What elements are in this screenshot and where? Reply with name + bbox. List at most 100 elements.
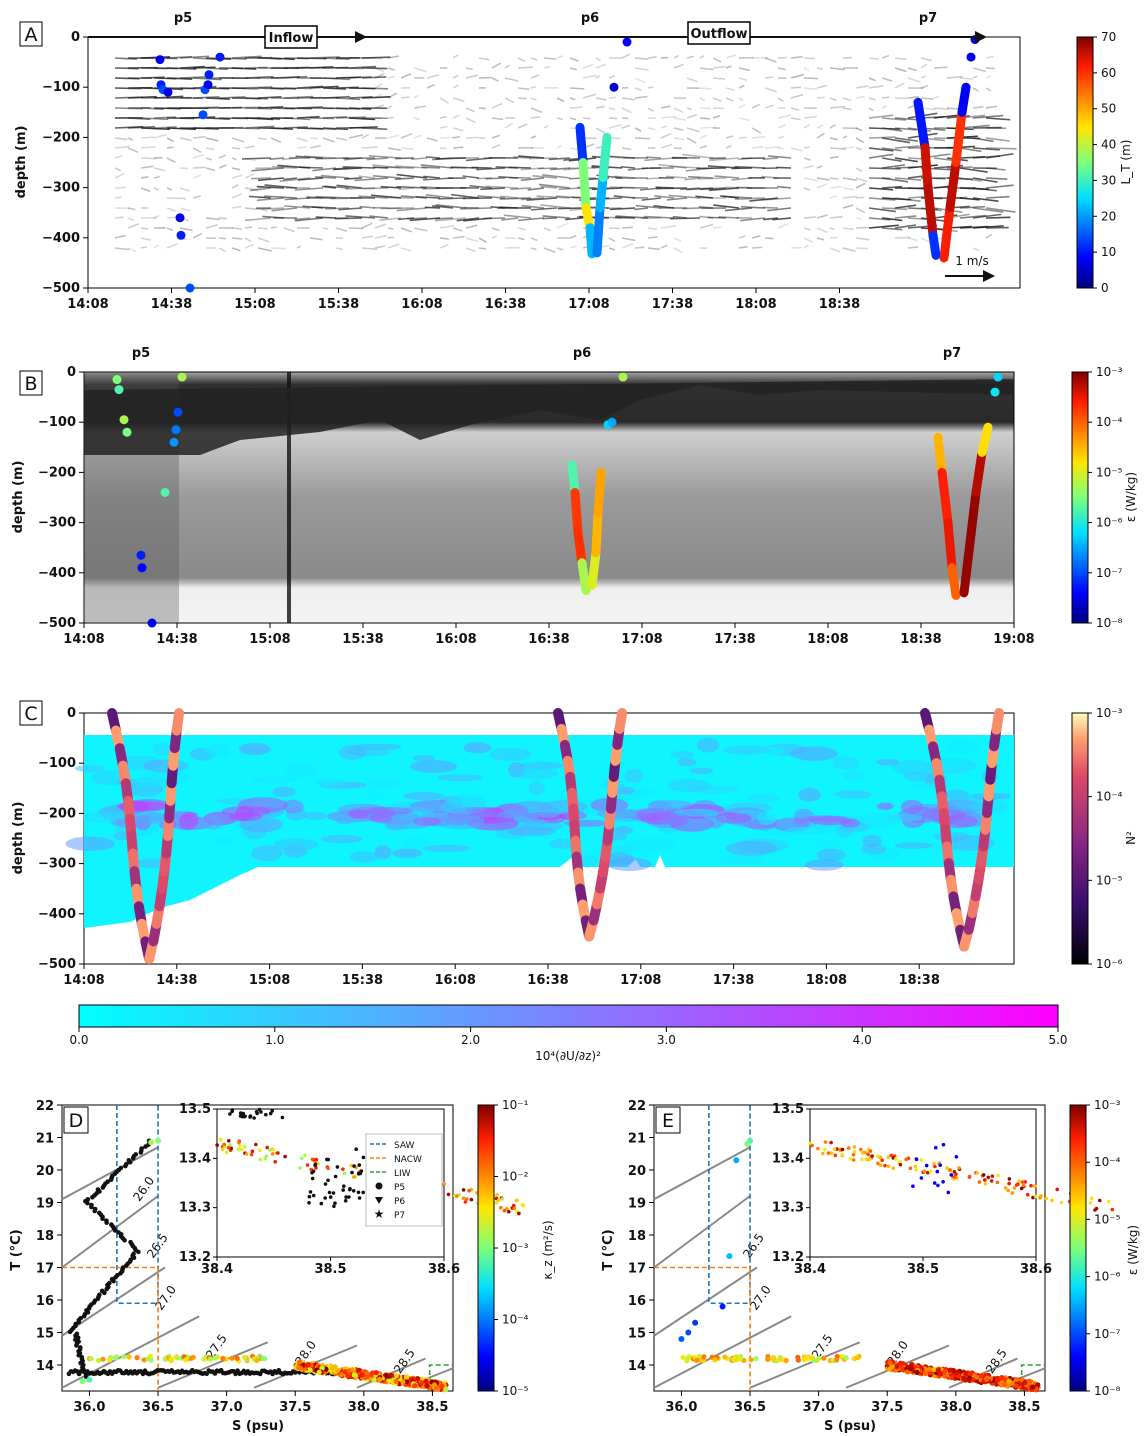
ts-point — [900, 1366, 906, 1373]
velocity-vector — [855, 167, 863, 173]
inset-point — [816, 1146, 820, 1151]
y-tick-label: −300 — [42, 181, 80, 196]
inset-point — [1094, 1206, 1099, 1211]
shear-patch — [624, 768, 643, 783]
inset-point — [914, 1168, 918, 1172]
velocity-vector — [400, 247, 411, 252]
velocity-vector — [127, 137, 134, 141]
velocity-vector — [738, 84, 745, 89]
velocity-vector — [478, 107, 486, 110]
velocity-vector — [179, 187, 191, 192]
velocity-vector — [395, 157, 415, 160]
velocity-vector — [740, 205, 766, 209]
n2-colorbar-label: N² — [1124, 831, 1138, 845]
inset-point — [1010, 1191, 1015, 1195]
p5-point — [85, 1200, 90, 1206]
shear-colorbar-label: 10⁴(∂U/∂z)² — [535, 1049, 601, 1063]
velocity-vector — [413, 117, 420, 121]
panel-b-ylabel: depth (m) — [11, 461, 26, 534]
velocity-vector — [621, 53, 631, 59]
velocity-vector — [803, 157, 811, 161]
velocity-vector — [699, 117, 710, 120]
velocity-vector — [501, 217, 519, 221]
saw-box — [116, 1105, 159, 1305]
velocity-vector — [465, 67, 473, 71]
velocity-vector — [816, 237, 825, 241]
ts-point — [155, 1137, 162, 1144]
legend-marker-star: ★ — [374, 1207, 385, 1221]
velocity-vector — [894, 137, 918, 142]
velocity-vector — [478, 57, 490, 61]
velocity-vector — [741, 157, 766, 160]
velocity-vector — [894, 127, 917, 131]
panel-a-ylabel: depth (m) — [14, 126, 29, 199]
velocity-vector — [644, 157, 675, 162]
velocity-vector — [658, 163, 688, 169]
p5-point — [104, 1220, 109, 1225]
velocity-vector — [387, 75, 395, 79]
velocity-vector — [959, 205, 985, 209]
shear-patch — [210, 836, 233, 846]
inset-point — [952, 1170, 957, 1174]
velocity-vector — [257, 117, 281, 120]
velocity-vector — [283, 227, 296, 233]
ts-point — [88, 1356, 94, 1362]
inset-point — [314, 1157, 319, 1162]
inset-p5-point — [323, 1196, 328, 1200]
inset-p5-point — [307, 1194, 312, 1199]
velocity-vector — [582, 93, 597, 99]
velocity-vector — [647, 107, 654, 112]
velocity-vector — [634, 137, 651, 140]
y-tick-label: −500 — [42, 281, 80, 296]
inset-p5-point — [255, 1111, 259, 1116]
inset-point — [829, 1151, 834, 1155]
ts-point — [1006, 1378, 1012, 1384]
velocity-vector — [438, 197, 467, 200]
ts-point — [208, 1356, 214, 1362]
velocity-vector — [465, 224, 478, 229]
inset-point — [469, 1197, 474, 1202]
velocity-vector — [556, 145, 562, 149]
velocity-vector — [698, 177, 727, 180]
inset-p5-point — [230, 1109, 234, 1114]
velocity-vector — [248, 195, 272, 199]
shear-patch — [470, 808, 497, 818]
shear-patch — [403, 792, 445, 801]
velocity-vector — [654, 195, 675, 199]
epsilon-point-p7 — [990, 387, 1000, 397]
shear-patch — [725, 802, 773, 814]
inset-point — [866, 1152, 870, 1157]
y-tick-label: 15 — [36, 1327, 54, 1342]
velocity-vector — [803, 216, 816, 219]
ts-point — [229, 1355, 235, 1361]
n2-colorbar-ticks: 10⁻³ 10⁻⁴ 10⁻⁵ 10⁻⁶ — [1088, 706, 1123, 971]
velocity-vector — [608, 96, 616, 99]
epsilon-point-p5 — [114, 385, 124, 395]
echogram-dark-layer — [84, 379, 1014, 455]
velocity-vector — [179, 197, 187, 200]
inset-point — [851, 1152, 856, 1157]
velocity-vector — [426, 83, 436, 89]
velocity-vector — [592, 187, 623, 191]
isopycnal-line — [653, 1266, 758, 1337]
velocity-vector — [682, 153, 714, 159]
velocity-vector — [614, 175, 636, 179]
velocity-vector — [373, 166, 389, 169]
velocity-vector — [424, 206, 441, 209]
ts-point — [148, 1139, 155, 1146]
velocity-vector — [660, 244, 668, 249]
velocity-vector — [179, 227, 193, 232]
x-tick-label: 15:08 — [249, 632, 290, 647]
inset-point — [977, 1180, 982, 1184]
velocity-vector — [244, 237, 252, 243]
velocity-vector — [325, 207, 350, 210]
inset-p5-point — [348, 1187, 352, 1191]
velocity-vector — [127, 217, 135, 222]
epsilon-point-p5 — [147, 618, 157, 628]
inset-p5-point — [347, 1195, 351, 1199]
cbar-tick-label: 10⁻³ — [1096, 365, 1123, 379]
velocity-vector — [803, 187, 811, 191]
shear-patch — [284, 763, 319, 778]
shear-patch — [812, 840, 842, 849]
velocity-vector — [504, 77, 519, 82]
